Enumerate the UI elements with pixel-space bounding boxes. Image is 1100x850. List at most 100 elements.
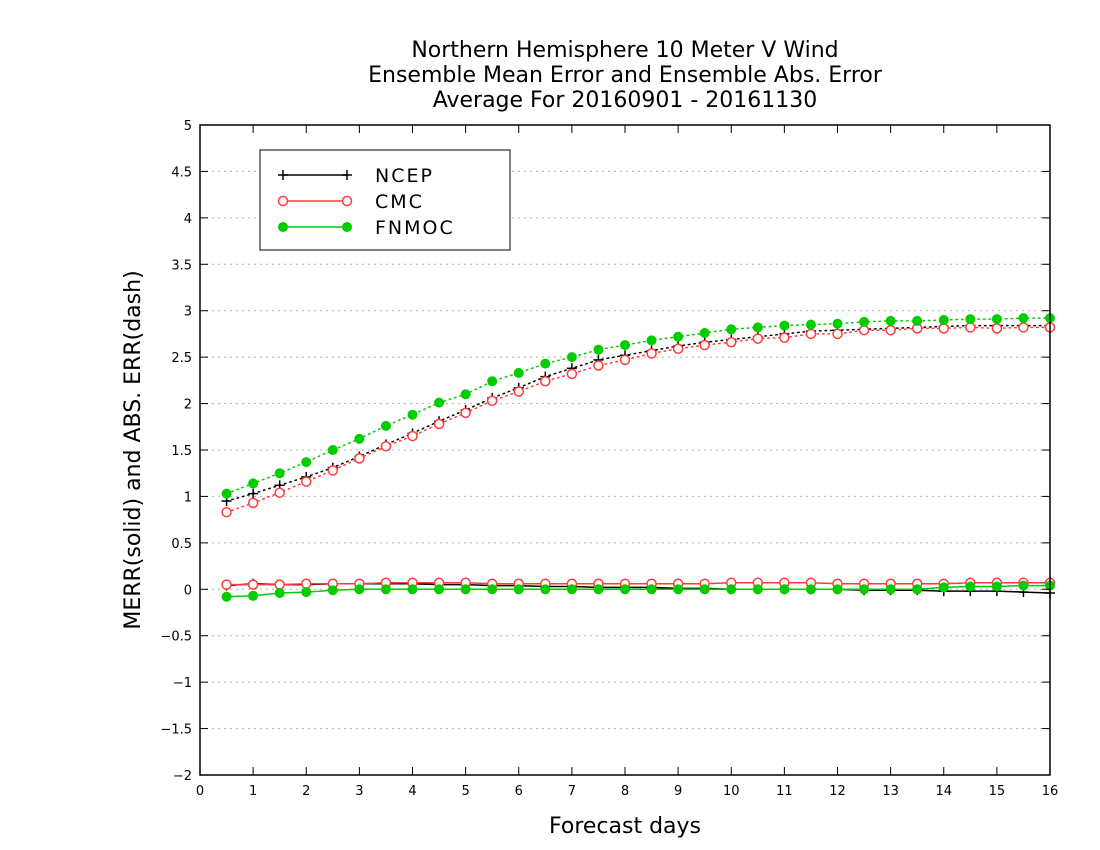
series-cmc-mean-err-point (247, 579, 259, 590)
x-tick-label: 6 (515, 784, 523, 799)
y-tick-label: −1.5 (160, 723, 192, 738)
series-fnmoc-mean-err-point (327, 585, 338, 596)
legend-marker-ncep (342, 170, 352, 180)
series-fnmoc-mean-err-point (832, 584, 843, 595)
x-tick-label: 8 (621, 784, 629, 799)
series-fnmoc-abs-err-point (912, 315, 923, 326)
series-cmc-abs-err-point (991, 323, 1003, 334)
series-fnmoc-mean-err-point (248, 590, 259, 601)
y-tick-label: 1.5 (171, 444, 192, 459)
series-fnmoc-mean-err-point (699, 584, 710, 595)
series-fnmoc-mean-err-point (407, 584, 418, 595)
series-fnmoc-abs-err-point (726, 324, 737, 335)
series-fnmoc-abs-err-point (407, 409, 418, 420)
series-fnmoc-mean-err-point (301, 587, 312, 598)
y-tick-label: 2.5 (171, 351, 192, 366)
series-fnmoc-mean-err-point (752, 584, 763, 595)
series-cmc-abs-err-point (433, 418, 445, 430)
series-fnmoc-mean-err-point (912, 584, 923, 595)
series-cmc-abs-err-point (540, 376, 551, 387)
series-ncep-abs-err-line (225, 324, 1051, 502)
x-tick-label: 3 (355, 784, 363, 799)
x-tick-label: 2 (302, 784, 310, 799)
series-fnmoc-mean-err-point (885, 584, 896, 595)
series-fnmoc-abs-err-point (673, 331, 684, 342)
series-fnmoc-mean-err-point (991, 581, 1002, 592)
series-cmc-mean-err-point (274, 579, 285, 590)
series-fnmoc-mean-err-point (938, 582, 949, 593)
series-cmc-abs-err-point (832, 328, 843, 340)
series-cmc-abs-err-point (274, 487, 285, 498)
legend: NCEP CMC FNMOC (259, 149, 511, 251)
x-tick-label: 0 (196, 784, 204, 799)
series-cmc-abs-err-point (752, 333, 764, 344)
series-cmc-abs-err-point (354, 453, 365, 464)
legend-marker-fnmoc (342, 222, 352, 232)
series-fnmoc-abs-err-point (832, 318, 843, 329)
series-layer (221, 313, 1056, 602)
y-tick-label: 5 (184, 119, 192, 134)
x-tick-label: 15 (989, 784, 1006, 799)
series-fnmoc-mean-err-point (646, 584, 657, 595)
series-fnmoc-mean-err-point (779, 584, 790, 595)
y-tick-label: 1 (184, 490, 192, 505)
series-cmc-abs-err-point (460, 407, 471, 419)
y-tick-label: 3.5 (171, 258, 192, 273)
series-fnmoc-mean-err-point (726, 584, 737, 595)
series-fnmoc-mean-err-point (859, 584, 870, 595)
legend-marker-cmc (341, 195, 353, 207)
series-fnmoc-abs-err-point (301, 457, 312, 468)
series-cmc-abs-err-point (672, 343, 684, 355)
series-fnmoc-abs-err-point (805, 319, 816, 330)
x-tick-label: 7 (568, 784, 576, 799)
series-cmc-abs-err-point (858, 324, 870, 336)
series-cmc-abs-err-point (1018, 322, 1029, 333)
series-cmc-abs-err-point (619, 354, 631, 366)
chart-title-line-2: Ensemble Mean Error and Ensemble Abs. Er… (368, 63, 882, 88)
x-tick-label: 11 (776, 784, 793, 799)
series-fnmoc-mean-err-point (460, 584, 471, 595)
series-cmc-abs-err-point (646, 348, 657, 359)
series-cmc-abs-err-point (965, 322, 976, 333)
x-tick-label: 5 (461, 784, 469, 799)
series-fnmoc-mean-err-point (354, 584, 365, 595)
series-cmc-mean-err-point (301, 578, 312, 589)
series-fnmoc-abs-err-point (248, 478, 259, 489)
series-fnmoc-mean-err-point (487, 584, 498, 595)
series-fnmoc-abs-err-point (938, 315, 949, 325)
series-cmc-mean-err-line (226, 582, 1050, 586)
series-cmc-abs-err-line (225, 326, 1051, 513)
grid-lines (200, 170, 1050, 730)
series-fnmoc-mean-err-point (221, 591, 232, 602)
legend-box (259, 149, 511, 251)
legend-marker-ncep (278, 170, 288, 180)
legend-label-ncep: NCEP (375, 165, 434, 187)
series-fnmoc-abs-err-point (620, 340, 630, 351)
series-fnmoc-abs-err-point (354, 433, 365, 444)
series-fnmoc-abs-err-point (593, 344, 604, 355)
series-fnmoc-abs-err-point (859, 316, 870, 327)
series-cmc-abs-err-point (247, 497, 259, 509)
series-fnmoc-mean-err-point (274, 588, 285, 598)
series-cmc-abs-err-point (593, 360, 604, 371)
series-fnmoc-mean-err-point (805, 584, 816, 595)
series-cmc-abs-err-point (327, 465, 339, 476)
series-fnmoc-mean-err-point (620, 584, 630, 595)
x-axis-label: Forecast days (549, 814, 701, 839)
series-fnmoc-abs-err-point (779, 320, 790, 331)
x-tick-label: 4 (408, 784, 416, 799)
series-fnmoc-mean-err-point (673, 584, 684, 595)
series-fnmoc-mean-err-point (965, 581, 976, 592)
x-tick-label: 14 (935, 784, 952, 799)
series-fnmoc-mean-err-point (1018, 580, 1029, 591)
x-tick-label: 16 (1042, 784, 1059, 799)
series-fnmoc-abs-err-point (434, 397, 445, 408)
x-tick-label: 10 (723, 784, 740, 799)
chart-title-line-3: Average For 20160901 - 20161130 (432, 88, 818, 113)
series-fnmoc-abs-err-point (991, 314, 1002, 325)
series-cmc-abs-err-point (779, 332, 790, 343)
series-cmc-abs-err-point (805, 328, 817, 340)
x-tick-label: 9 (674, 784, 682, 799)
x-tick-label: 12 (829, 784, 846, 799)
